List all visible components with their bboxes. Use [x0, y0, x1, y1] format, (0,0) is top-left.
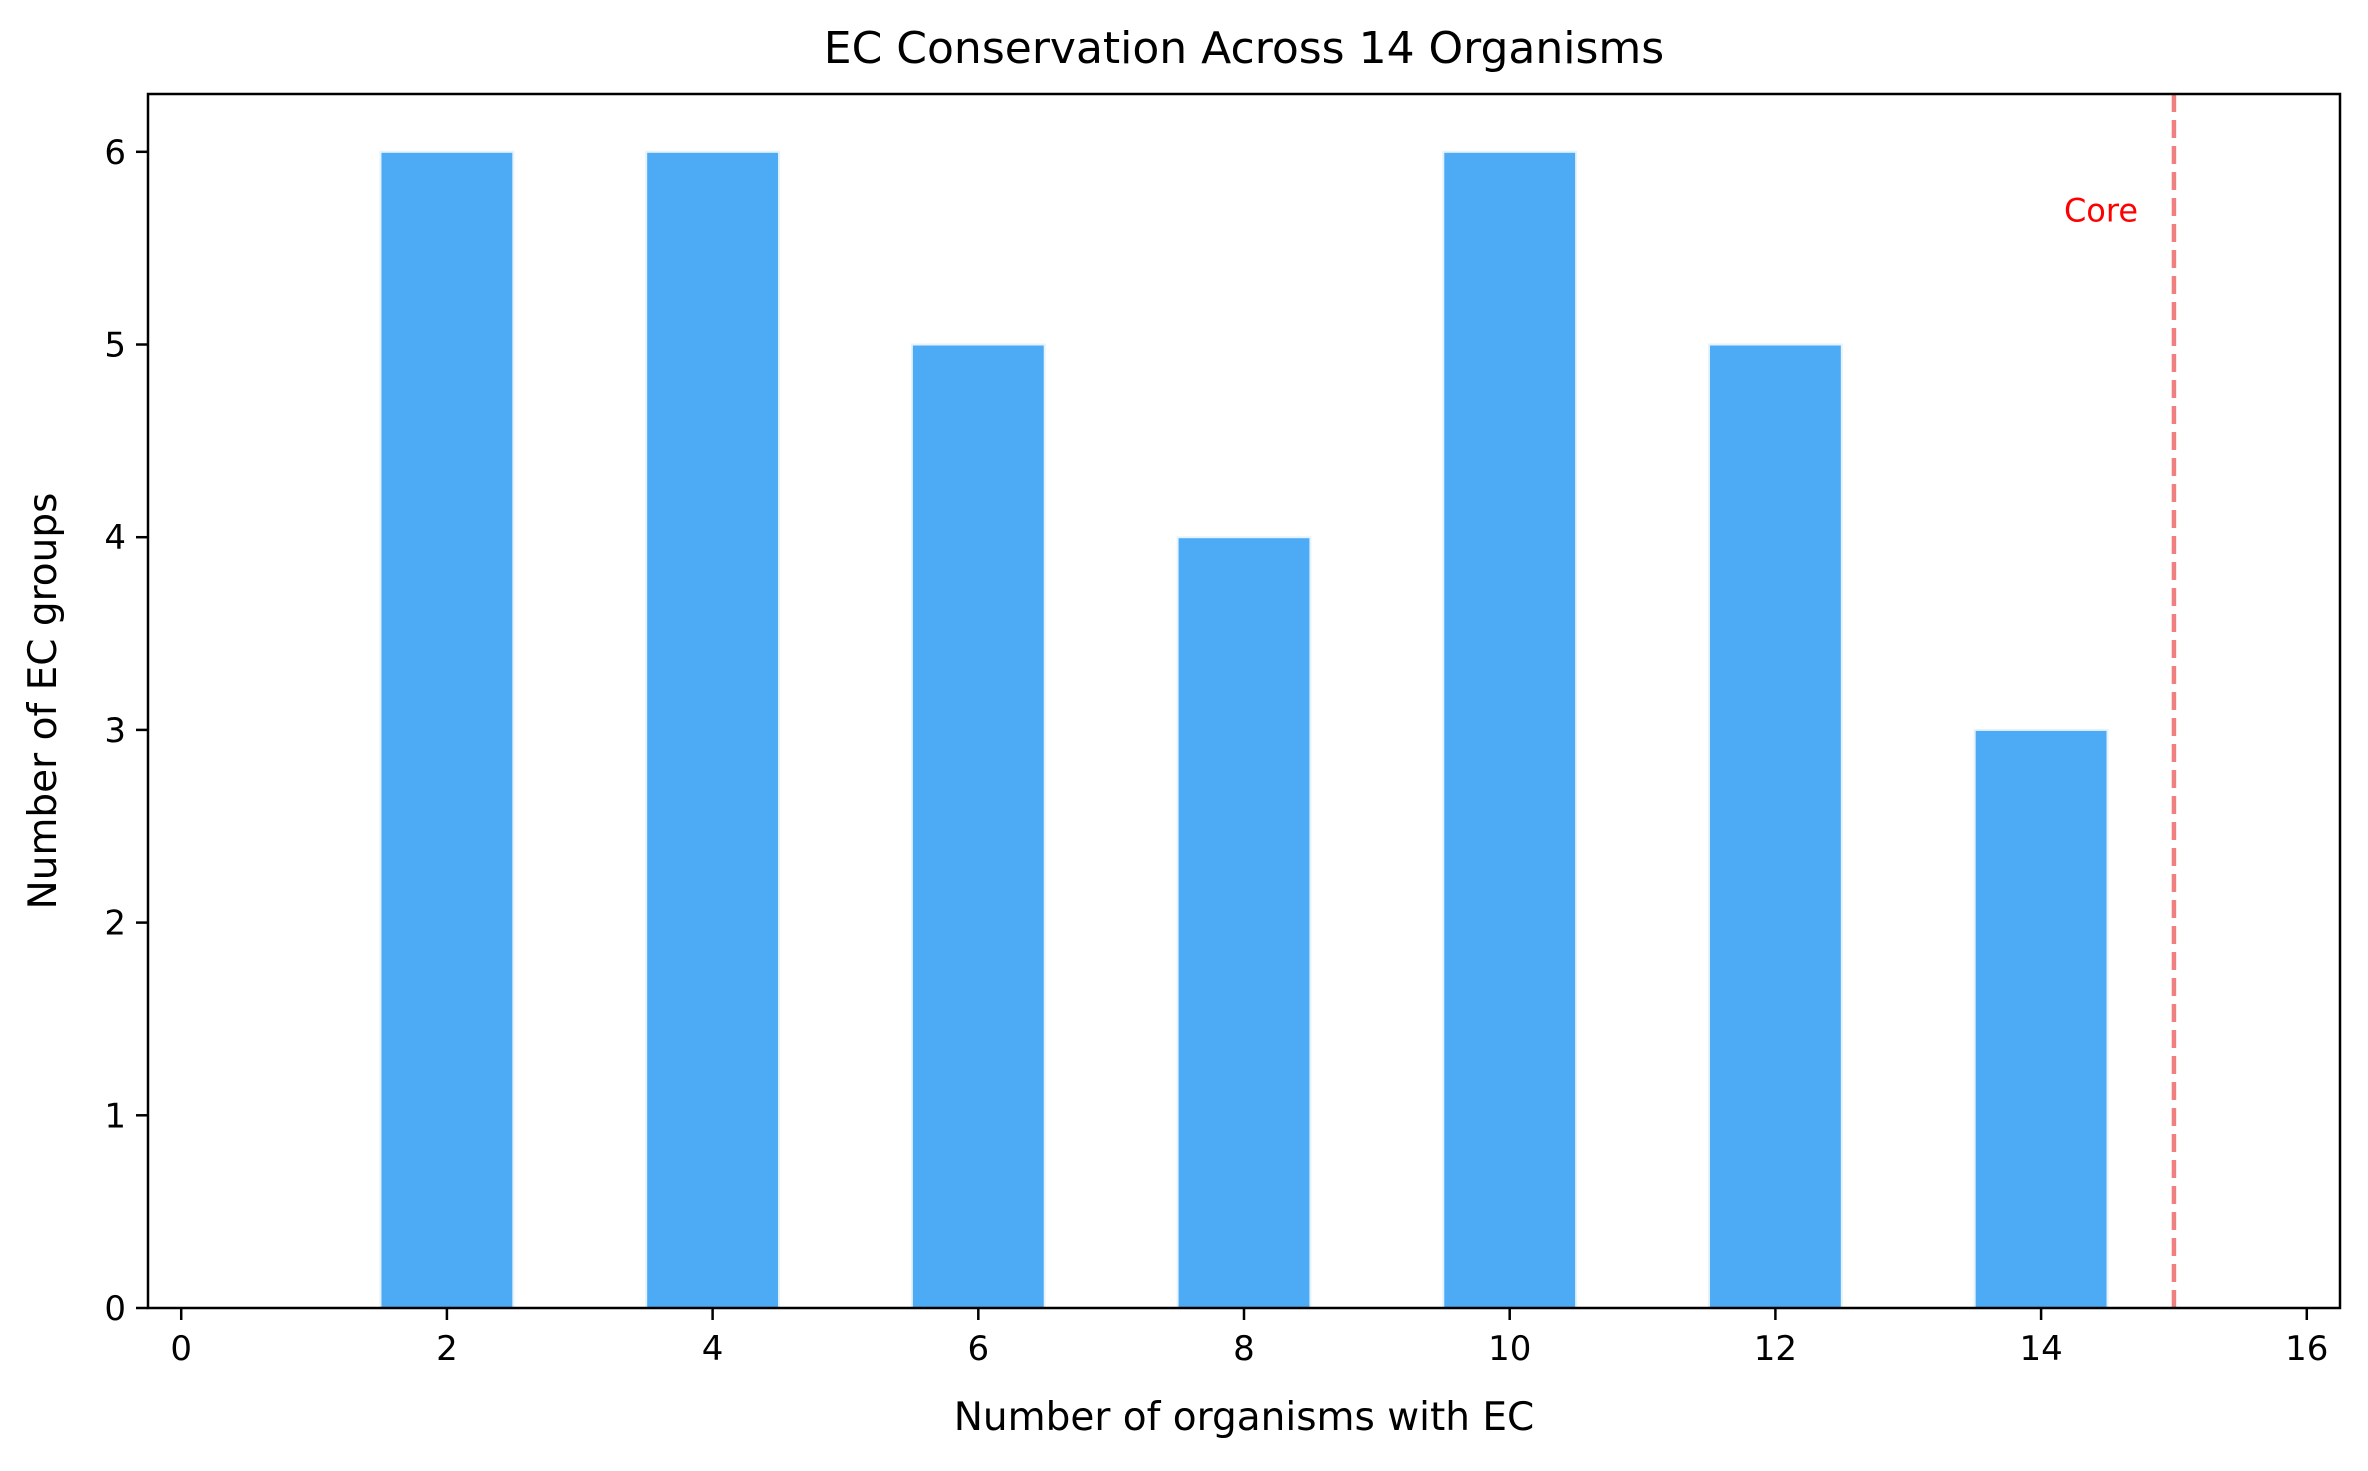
y-tick-label: 4 — [104, 518, 126, 558]
reference-line-group: Core — [2064, 94, 2177, 1308]
x-axis-ticks: 0 2 4 6 8 10 12 14 16 — [170, 1308, 2328, 1369]
x-tick-label: 14 — [2019, 1329, 2062, 1369]
y-tick-label: 6 — [104, 133, 126, 173]
x-tick-label: 2 — [436, 1329, 458, 1369]
x-tick-label: 12 — [1754, 1329, 1797, 1369]
core-label: Core — [2064, 192, 2138, 230]
bar-10 — [1442, 150, 1578, 1309]
y-axis-ticks: 0 1 2 3 4 5 6 — [104, 133, 148, 1329]
chart-title: EC Conservation Across 14 Organisms — [824, 23, 1664, 74]
x-tick-label: 0 — [170, 1329, 192, 1369]
x-axis-label: Number of organisms with EC — [954, 1395, 1535, 1440]
x-tick-label: 4 — [702, 1329, 724, 1369]
bar-2 — [379, 150, 515, 1309]
bar-12 — [1707, 343, 1843, 1309]
y-tick-label: 0 — [104, 1289, 126, 1329]
bar-6 — [910, 343, 1046, 1309]
bar-14 — [1973, 728, 2109, 1309]
y-tick-label: 5 — [104, 326, 126, 366]
y-tick-label: 3 — [104, 711, 126, 751]
x-tick-label: 6 — [967, 1329, 989, 1369]
y-tick-label: 2 — [104, 904, 126, 944]
x-tick-label: 16 — [2285, 1329, 2328, 1369]
bar-4 — [645, 150, 781, 1309]
x-tick-label: 10 — [1488, 1329, 1531, 1369]
x-tick-label: 8 — [1233, 1329, 1255, 1369]
y-tick-label: 1 — [104, 1096, 126, 1136]
y-axis-label: Number of EC groups — [21, 493, 66, 910]
bar-8 — [1176, 536, 1312, 1309]
bars-group — [379, 150, 2109, 1309]
